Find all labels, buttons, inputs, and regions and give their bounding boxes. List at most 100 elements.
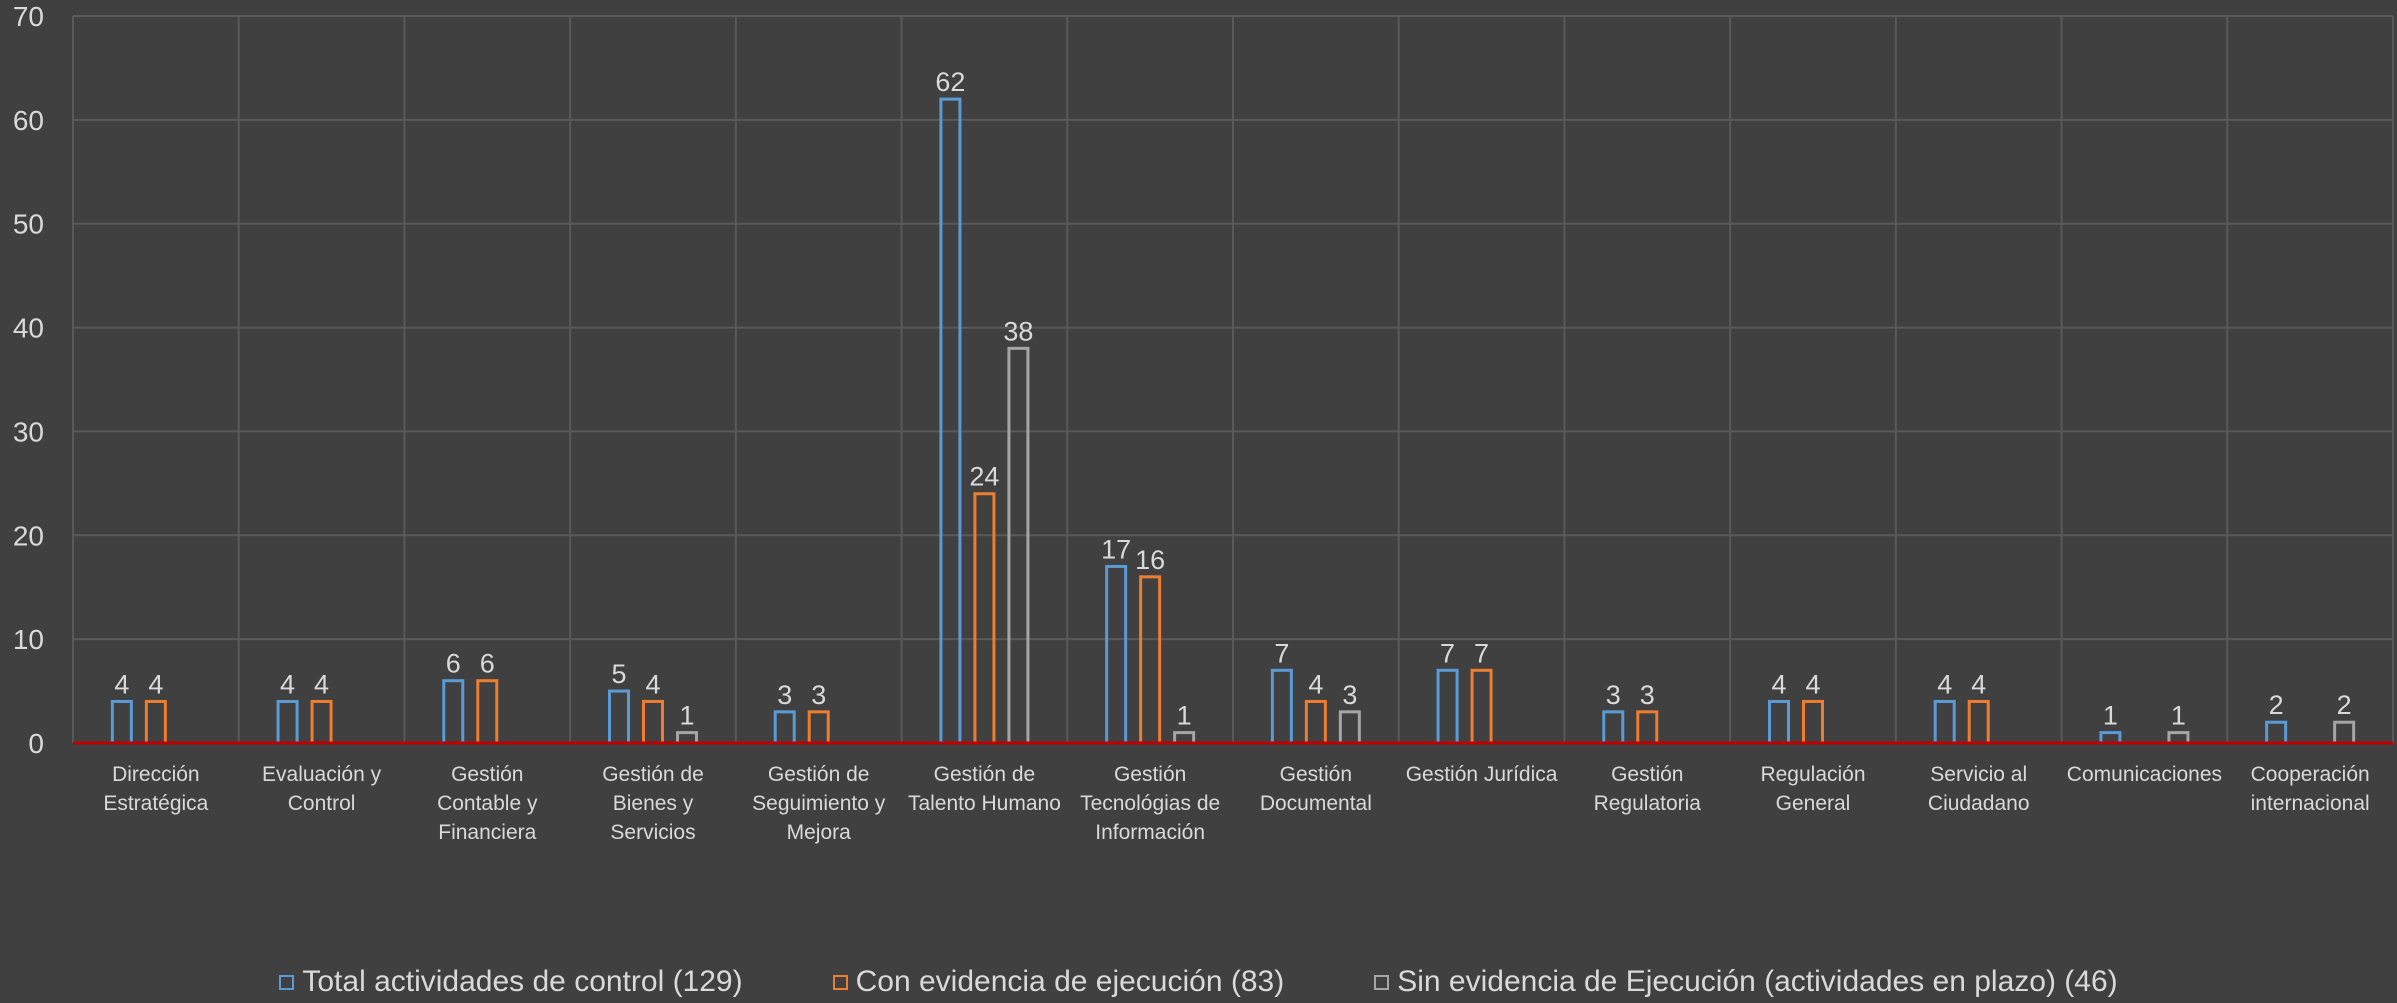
bar-1 <box>1470 668 1493 745</box>
x-tick-label-line: Documental <box>1260 792 1372 815</box>
y-axis: 0 10 20 30 40 50 60 70 <box>13 1 44 759</box>
data-label: 2 <box>2269 690 2284 720</box>
bar-2 <box>1173 731 1196 745</box>
x-tick-label-line: Comunicaciones <box>2067 763 2222 786</box>
bar-0 <box>2265 720 2288 745</box>
bar-0 <box>1602 710 1625 745</box>
x-tick-label: Gestión Regulatoria <box>1594 763 1702 815</box>
x-tick-label-line: Dirección <box>112 763 200 786</box>
y-tick-label: 20 <box>13 520 44 551</box>
legend-item-con-evidencia[interactable]: Con evidencia de ejecución (83) <box>832 965 1285 999</box>
x-tick-label-line: Contable y <box>437 792 538 815</box>
x-tick-label-line: Control <box>288 792 356 815</box>
y-tick-label: 30 <box>13 416 44 447</box>
data-label: 24 <box>969 462 999 492</box>
data-label: 1 <box>1177 701 1192 731</box>
bar-1 <box>476 679 499 745</box>
legend: Total actividades de control (129) Con e… <box>0 962 2397 1002</box>
x-tick-label-line: Servicios <box>610 821 695 844</box>
y-tick-label: 10 <box>13 624 44 655</box>
data-label: 1 <box>2171 701 2186 731</box>
bar-0 <box>608 689 630 745</box>
bar-0 <box>1933 699 1956 745</box>
bar-0 <box>1105 564 1128 745</box>
bar-1 <box>144 699 167 745</box>
bar-0 <box>1436 668 1459 745</box>
x-tick-label: Cooperación internacional <box>2251 763 2370 815</box>
data-label: 7 <box>1474 638 1489 668</box>
bar-1 <box>1636 710 1659 745</box>
x-axis: Dirección Estratégica Evaluación y Control G… <box>73 741 2393 844</box>
x-tick-label: Gestión Tecnológias de Información <box>1080 763 1220 844</box>
x-tick-label-line: Gestión de <box>934 763 1036 786</box>
x-tick-label: Gestión de Talento Humano <box>908 763 1061 815</box>
bar-0 <box>442 679 465 745</box>
data-label: 4 <box>148 669 163 699</box>
x-tick-label: Gestión de Bienes y Servicios <box>602 763 704 844</box>
x-tick-label-line: Servicio al <box>1930 763 2027 786</box>
bar-2 <box>1338 710 1361 745</box>
x-tick-label: Regulación General <box>1760 763 1865 815</box>
x-tick-label: Gestión Contable y Financiera <box>437 763 538 844</box>
x-tick-label-line: Tecnológias de <box>1080 792 1220 815</box>
x-tick-label-line: Evaluación y <box>262 763 382 786</box>
data-label: 7 <box>1274 638 1289 668</box>
data-label: 1 <box>2103 701 2118 731</box>
data-label: 3 <box>1342 680 1357 710</box>
data-label: 4 <box>1971 669 1986 699</box>
data-label: 1 <box>679 701 694 731</box>
data-label: 3 <box>1606 680 1621 710</box>
bar-0 <box>773 710 796 745</box>
x-tick-label-line: Gestión <box>1114 763 1186 786</box>
bar-0 <box>1270 668 1293 745</box>
x-tick-label: Servicio al Ciudadano <box>1928 763 2030 815</box>
x-tick-label-line: Gestión de <box>602 763 704 786</box>
bar-0 <box>939 97 962 745</box>
legend-item-sin-evidencia[interactable]: Sin evidencia de Ejecución (actividades … <box>1374 965 2118 999</box>
y-tick-label: 60 <box>13 105 44 136</box>
legend-swatch-total <box>279 974 295 990</box>
x-tick-label-line: Gestión <box>451 763 523 786</box>
data-label: 6 <box>480 649 495 679</box>
x-tick-label-line: Gestión de <box>768 763 870 786</box>
x-tick-label-line: Gestión <box>1611 763 1683 786</box>
y-tick-label: 0 <box>28 728 44 759</box>
data-label: 3 <box>811 680 826 710</box>
legend-item-total[interactable]: Total actividades de control (129) <box>279 965 743 999</box>
data-label: 4 <box>1771 669 1786 699</box>
data-label: 38 <box>1003 316 1033 346</box>
x-tick-label: Gestión Documental <box>1260 763 1372 815</box>
legend-label-con-evidencia: Con evidencia de ejecución (83) <box>855 965 1285 998</box>
x-tick-label-line: Regulación <box>1760 763 1865 786</box>
data-label: 4 <box>1308 669 1323 699</box>
data-label: 17 <box>1101 534 1131 564</box>
data-label: 4 <box>1937 669 1952 699</box>
y-tick-label: 50 <box>13 209 44 240</box>
legend-label-total: Total actividades de control (129) <box>302 965 743 998</box>
x-tick-label-line: Talento Humano <box>908 792 1061 815</box>
legend-swatch-con-evidencia <box>832 974 848 990</box>
bar-1 <box>642 699 664 745</box>
data-label: 62 <box>935 67 965 97</box>
bar-0 <box>276 699 299 745</box>
data-label: 3 <box>1640 680 1655 710</box>
data-label: 4 <box>114 669 129 699</box>
bar-1 <box>973 492 996 745</box>
data-label: 7 <box>1440 638 1455 668</box>
bar-2 <box>676 731 698 745</box>
y-tick-label: 70 <box>13 1 44 32</box>
bar-0 <box>2099 731 2122 745</box>
bar-1 <box>1967 699 1990 745</box>
bar-2 <box>2333 720 2356 745</box>
data-label: 16 <box>1135 545 1165 575</box>
x-tick-label: Dirección Estratégica <box>103 763 208 815</box>
legend-label-sin-evidencia: Sin evidencia de Ejecución (actividades … <box>1397 965 2118 998</box>
x-tick-label-line: Regulatoria <box>1594 792 1702 815</box>
x-tick-label-line: General <box>1776 792 1851 815</box>
data-label: 6 <box>446 649 461 679</box>
bar-0 <box>110 699 133 745</box>
x-tick-label: Gestión Jurídica <box>1406 763 1558 786</box>
bar-1 <box>310 699 333 745</box>
